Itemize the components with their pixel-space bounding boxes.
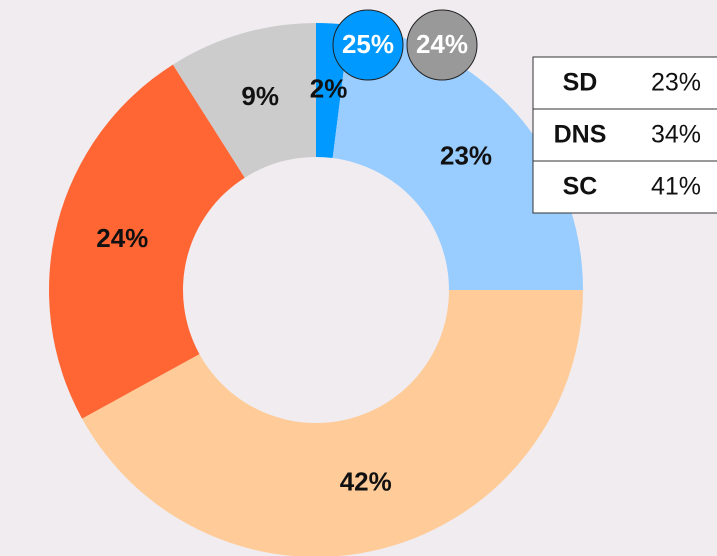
- badge-label: 25%: [342, 29, 394, 59]
- donut-segment: [82, 290, 583, 556]
- data-label: 9%: [241, 81, 279, 111]
- table-name: SD: [563, 69, 598, 97]
- data-label: 24%: [96, 223, 148, 253]
- table-box: [532, 56, 717, 214]
- table-name: SC: [563, 173, 598, 201]
- data-label: 2%: [310, 73, 348, 103]
- table-value: 34%: [651, 121, 701, 149]
- donut-segment: [48, 64, 245, 419]
- table-value: 23%: [651, 69, 701, 97]
- donut-segment: [172, 23, 316, 178]
- badge: [332, 9, 404, 81]
- badge-label: 24%: [416, 29, 468, 59]
- table-value: 41%: [651, 173, 701, 201]
- table-name: DNS: [554, 121, 607, 149]
- badge: [406, 9, 478, 81]
- donut-segment: [332, 25, 583, 290]
- data-label: 42%: [340, 467, 392, 497]
- data-label: 23%: [440, 141, 492, 171]
